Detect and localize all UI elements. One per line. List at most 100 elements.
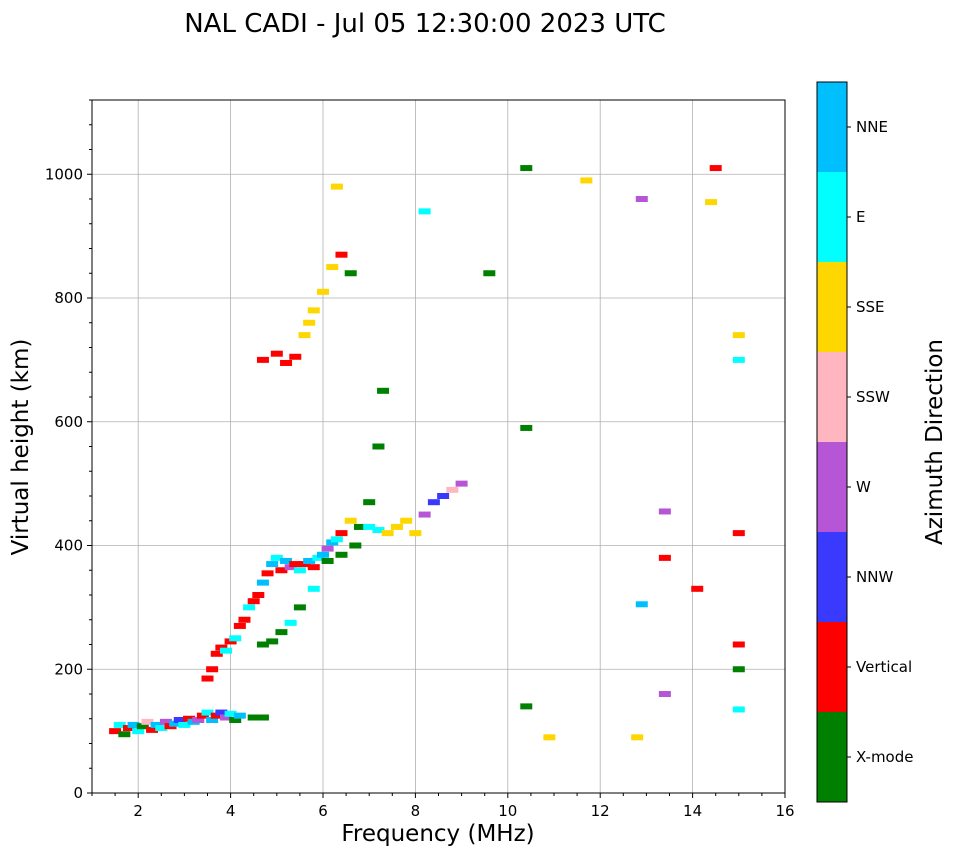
echo-point [229,635,242,642]
echo-point [455,480,468,487]
echo-point [658,554,671,561]
echo-point [146,726,159,733]
echo-point [289,561,302,568]
echo-point [206,666,219,673]
echo-point [298,561,311,568]
echo-point [335,551,348,558]
echo-point [109,728,122,735]
echo-point [330,183,343,190]
echo-point [658,691,671,697]
echo-point [658,508,671,515]
echo-point [363,523,376,530]
echo-point [732,641,745,648]
echo-point [418,511,431,518]
x-axis-label: Frequency (MHz) [341,821,534,847]
colorbar-segment [817,622,847,712]
echo-point [326,264,339,271]
echo-point [631,734,644,741]
colorbar-segment [817,172,847,262]
y-tick-label: 200 [54,660,83,678]
echo-point [732,332,745,339]
echo-point [372,527,385,534]
colorbar-segment [817,532,847,622]
echo-point [280,359,293,366]
echo-point [247,714,260,721]
echo-point [150,721,163,728]
echo-point [363,499,376,506]
echo-point [317,288,329,295]
echo-point [215,709,228,716]
colorbar-tick-label: E [856,208,865,226]
echo-point [219,647,232,654]
echo-point [159,718,172,725]
echo-point [256,714,269,721]
echo-point [400,517,413,524]
echo-point [201,675,214,682]
echo-point [330,536,343,543]
echo-point [210,712,223,719]
echo-point [303,557,316,564]
echo-point [224,710,237,717]
echo-point [270,350,283,357]
echo-point [353,523,366,530]
echo-point [321,545,334,552]
colorbar-tick-label: W [856,478,871,496]
echo-point [732,666,745,673]
echo-point [520,703,533,710]
echo-point [289,353,302,360]
echo-point [173,716,186,723]
x-tick-label: 6 [318,802,328,820]
echo-point [280,557,293,564]
echo-point [136,723,149,730]
echo-point [732,356,745,363]
colorbar-tick-label: X-mode [856,748,913,766]
echo-point [372,443,385,450]
chart-title: NAL CADI - Jul 05 12:30:00 2023 UTC [184,9,666,39]
echo-point [635,196,648,202]
x-tick-label: 4 [226,802,236,820]
echo-point [418,208,431,215]
echo-point [335,251,348,258]
y-axis-ticks: 0 200 400 600 800 1000 [45,99,92,802]
echo-point [224,638,237,645]
echo-point [155,725,168,732]
echo-point [709,165,722,172]
x-tick-label: 16 [775,802,794,820]
y-tick-label: 1000 [45,165,83,183]
echo-point [256,579,269,586]
colorbar-tick-label: NNE [856,118,888,136]
echo-point [303,319,316,326]
echo-point [256,641,269,648]
y-tick-label: 800 [54,289,83,307]
colorbar: X-mode Vertical NNW W SSW SSE E NNE [816,81,913,803]
echo-point [270,554,283,561]
x-tick-label: 8 [411,802,421,820]
colorbar-segment [817,442,847,532]
echo-point [275,567,288,574]
y-tick-label: 600 [54,413,83,431]
echo-point [307,564,320,571]
plot-background [92,100,785,793]
echo-point [390,523,403,530]
x-tick-label: 2 [133,802,143,820]
echo-point [344,270,357,277]
echo-point [215,644,228,651]
echo-point [580,177,593,184]
echo-point [381,530,394,537]
echo-point [229,716,242,723]
echo-point [543,734,556,741]
colorbar-label: Azimuth Direction [922,339,948,545]
echo-point [192,716,205,723]
echo-point [284,564,297,571]
x-tick-label: 10 [498,802,517,820]
echo-point [344,517,357,524]
echo-point [349,542,362,549]
echo-point [298,332,311,339]
echo-point [113,721,126,728]
x-axis-ticks: 2 4 6 8 10 12 14 16 [91,793,795,820]
data-marks [109,165,745,741]
colorbar-tick-label: NNW [856,568,893,586]
echo-point [409,530,422,537]
echo-point [266,561,279,568]
echo-point [261,570,274,577]
